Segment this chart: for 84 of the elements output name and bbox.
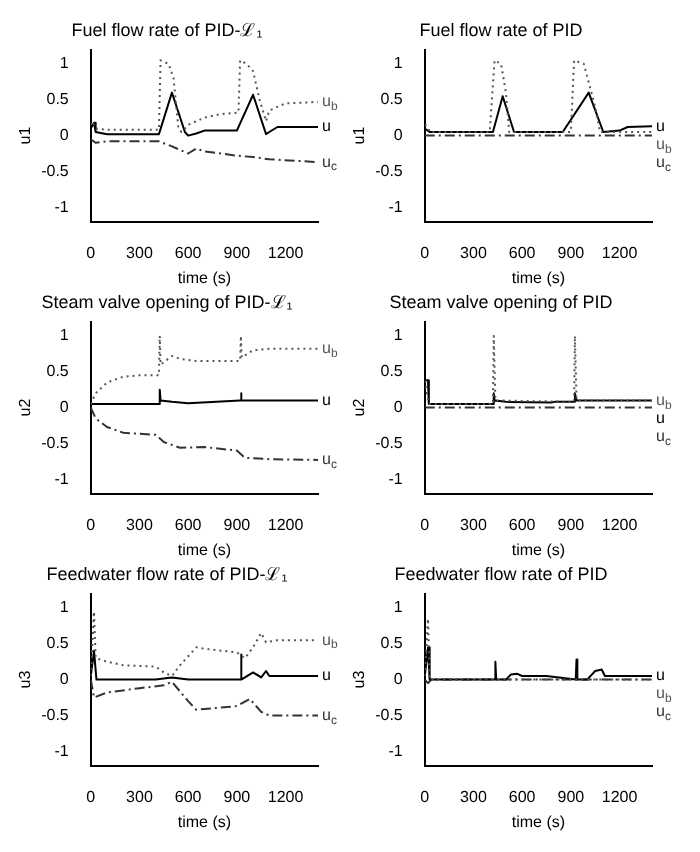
x-tick-label: 300 <box>126 787 154 806</box>
series-label: u <box>656 116 665 135</box>
chart-title: Feedwater flow rate of PID-ℒ₁ <box>46 563 288 584</box>
y-tick-label: -1 <box>388 197 404 216</box>
x-tick-label: 300 <box>126 515 154 534</box>
y-axis-title: u2 <box>350 397 369 417</box>
y-tick-label: -0.5 <box>41 161 70 180</box>
x-tick-label: 300 <box>460 243 488 262</box>
x-tick-label: 0 <box>420 243 431 262</box>
y-axis-title: u3 <box>350 669 369 689</box>
x-tick-label: 1200 <box>267 243 305 262</box>
x-tick-label: 900 <box>557 243 586 262</box>
x-tick-label: 900 <box>223 243 252 262</box>
y-tick-label: -0.5 <box>375 705 404 724</box>
y-tick-label: 0.5 <box>46 90 70 109</box>
y-tick-label: -0.5 <box>375 433 404 452</box>
y-tick-label: 0 <box>59 398 70 417</box>
series-label: u <box>322 666 331 685</box>
chart-title: Steam valve opening of PID <box>389 291 614 312</box>
x-tick-label: 1200 <box>267 787 305 806</box>
y-tick-label: 0.5 <box>46 634 70 653</box>
y-tick-label: 0 <box>393 126 404 145</box>
chart-title: Steam valve opening of PID-ℒ₁ <box>41 291 293 312</box>
x-tick-label: 1200 <box>601 243 639 262</box>
chart-title: Fuel flow rate of PID-ℒ₁ <box>71 19 263 40</box>
x-tick-label: 900 <box>223 515 252 534</box>
chart-title: Feedwater flow rate of PID <box>394 563 609 584</box>
y-tick-label: 1 <box>393 326 404 345</box>
y-tick-label: 1 <box>59 598 70 617</box>
y-axis-title: u1 <box>16 125 35 145</box>
y-tick-label: 0.5 <box>380 634 404 653</box>
y-tick-label: 0.5 <box>46 362 70 381</box>
y-tick-label: -0.5 <box>375 161 404 180</box>
x-tick-label: 0 <box>420 787 431 806</box>
x-tick-label: 0 <box>86 787 97 806</box>
series-label: u <box>322 117 331 136</box>
y-tick-label: 1 <box>59 326 70 345</box>
y-tick-label: -1 <box>54 741 70 760</box>
x-tick-label: 900 <box>557 787 586 806</box>
series-label: u <box>656 666 665 685</box>
x-axis-title: time (s) <box>177 540 232 559</box>
x-tick-label: 0 <box>86 515 97 534</box>
x-axis-title: time (s) <box>177 268 232 287</box>
y-tick-label: 0 <box>59 126 70 145</box>
y-tick-label: -1 <box>388 741 404 760</box>
x-axis-title: time (s) <box>511 540 566 559</box>
y-tick-label: 0.5 <box>380 90 404 109</box>
x-tick-label: 600 <box>508 243 537 262</box>
x-tick-label: 300 <box>126 243 154 262</box>
y-tick-label: -0.5 <box>41 433 70 452</box>
y-tick-label: 0.5 <box>380 362 404 381</box>
x-axis-title: time (s) <box>511 268 566 287</box>
x-tick-label: 300 <box>460 787 488 806</box>
x-axis-title: time (s) <box>511 812 566 831</box>
y-tick-label: 1 <box>59 54 70 73</box>
y-axis-title: u2 <box>16 397 35 417</box>
series-label: u <box>656 408 665 427</box>
y-tick-label: 1 <box>393 54 404 73</box>
x-tick-label: 900 <box>223 787 252 806</box>
x-tick-label: 1200 <box>601 787 639 806</box>
y-tick-label: 0 <box>393 398 404 417</box>
chart-title: Fuel flow rate of PID <box>419 19 584 40</box>
series-label: u <box>322 390 331 409</box>
x-tick-label: 0 <box>420 515 431 534</box>
x-tick-label: 600 <box>508 787 537 806</box>
x-tick-label: 600 <box>174 787 203 806</box>
y-axis-title: u1 <box>350 125 369 145</box>
x-tick-label: 1200 <box>601 515 639 534</box>
y-tick-label: 0 <box>393 670 404 689</box>
x-tick-label: 300 <box>460 515 488 534</box>
x-tick-label: 1200 <box>267 515 305 534</box>
y-tick-label: -1 <box>54 197 70 216</box>
y-tick-label: -1 <box>388 469 404 488</box>
y-axis-title: u3 <box>16 669 35 689</box>
y-tick-label: 1 <box>393 598 404 617</box>
y-tick-label: -1 <box>54 469 70 488</box>
y-tick-label: 0 <box>59 670 70 689</box>
x-tick-label: 600 <box>174 243 203 262</box>
x-axis-title: time (s) <box>177 812 232 831</box>
x-tick-label: 0 <box>86 243 97 262</box>
x-tick-label: 900 <box>557 515 586 534</box>
x-tick-label: 600 <box>508 515 537 534</box>
x-tick-label: 600 <box>174 515 203 534</box>
y-tick-label: -0.5 <box>41 705 70 724</box>
